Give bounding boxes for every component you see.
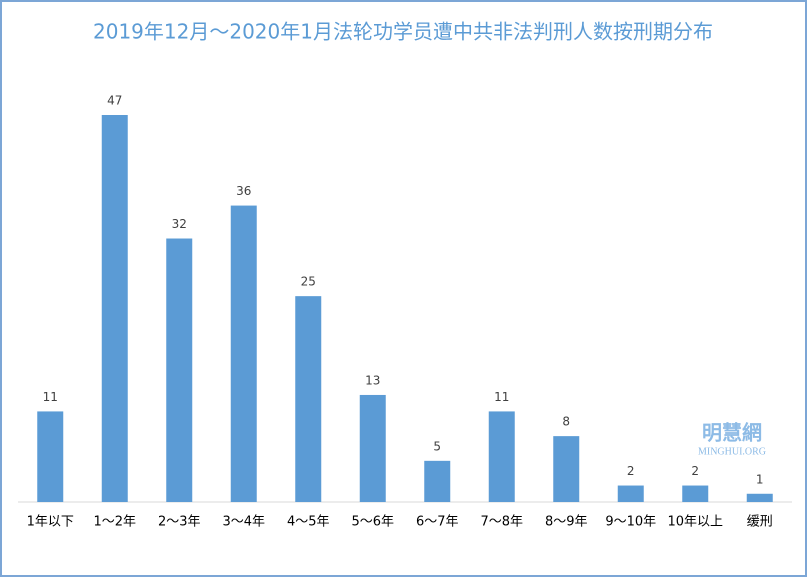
- bar: [101, 115, 128, 502]
- x-tick-label: 缓刑: [747, 515, 773, 530]
- x-tick-label: 2～3年: [158, 515, 201, 530]
- value-label: 1: [756, 472, 764, 486]
- x-tick-label: 6～7年: [416, 515, 459, 530]
- value-label: 32: [172, 217, 187, 231]
- x-tick-label: 4～5年: [287, 515, 330, 530]
- bar: [488, 411, 515, 502]
- value-label: 8: [562, 415, 570, 429]
- watermark-title: 明慧網: [702, 421, 762, 445]
- x-tick-label: 1～2年: [93, 515, 136, 530]
- value-label: 2: [691, 464, 699, 478]
- value-label: 36: [236, 184, 251, 198]
- value-label: 13: [365, 373, 380, 387]
- value-label: 25: [301, 275, 316, 289]
- value-label: 11: [494, 390, 509, 404]
- x-tick-label: 10年以上: [667, 515, 723, 530]
- bar: [424, 460, 451, 502]
- bar: [230, 205, 257, 502]
- x-tick-label: 7～8年: [480, 515, 523, 530]
- value-label: 2: [627, 464, 635, 478]
- value-label: 5: [433, 439, 441, 453]
- bar: [37, 411, 64, 502]
- watermark-subtitle: MINGHUI.ORG: [698, 446, 766, 457]
- x-tick-label: 5～6年: [351, 515, 394, 530]
- x-tick-label: 1年以下: [27, 515, 74, 530]
- bar: [746, 493, 773, 502]
- bar: [166, 238, 193, 503]
- bar: [617, 485, 644, 502]
- bar: [295, 296, 322, 502]
- x-tick-label: 3～4年: [222, 515, 265, 530]
- chart-title: 2019年12月～2020年1月法轮功学员遭中共非法判刑人数按刑期分布: [93, 20, 713, 44]
- bar: [359, 394, 386, 502]
- bar: [553, 436, 580, 502]
- x-tick-label: 8～9年: [545, 515, 588, 530]
- value-label: 47: [107, 94, 122, 108]
- bar: [682, 485, 709, 502]
- x-tick-label: 9～10年: [605, 515, 656, 530]
- value-label: 11: [43, 390, 58, 404]
